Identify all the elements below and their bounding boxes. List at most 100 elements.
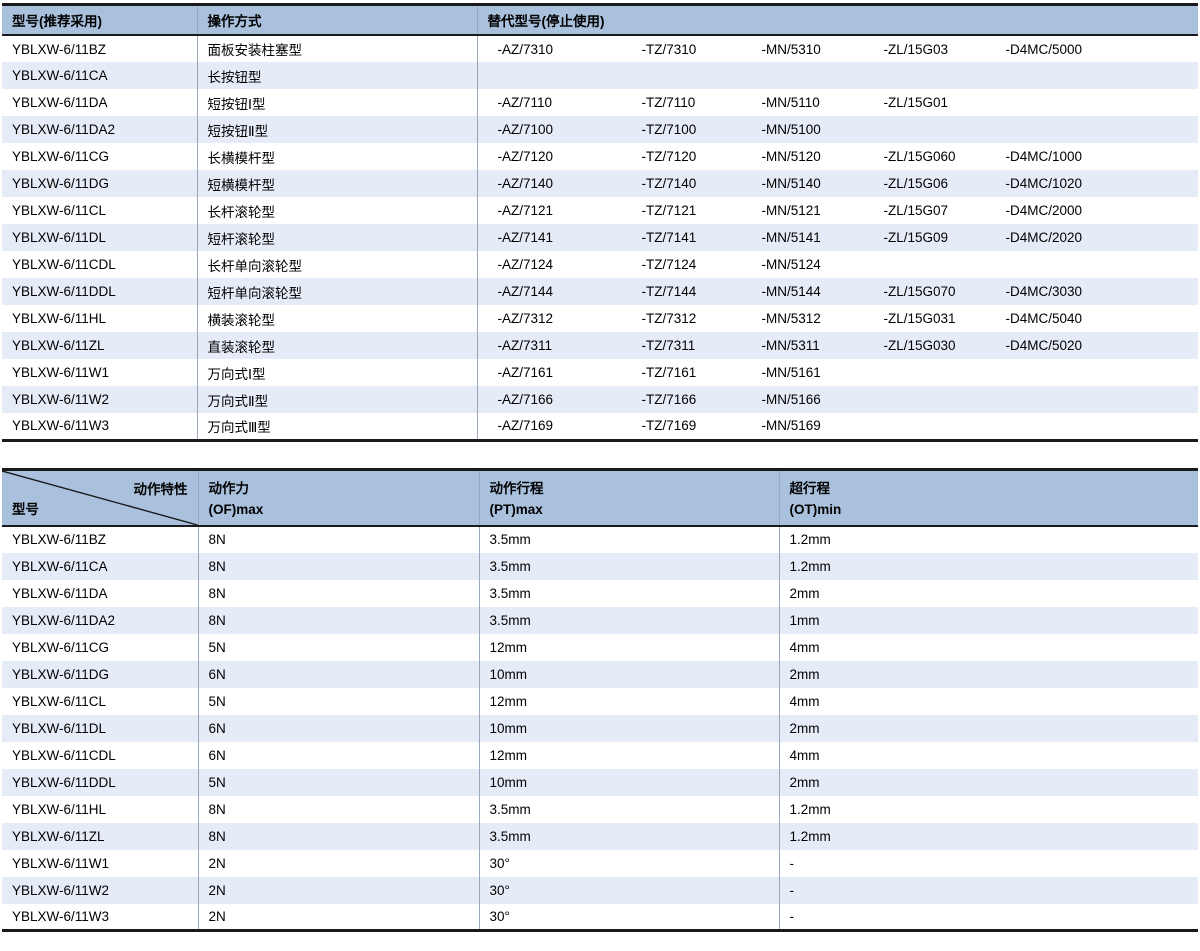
cell-operating-force: 5N <box>198 687 480 715</box>
cell-pretravel: 12mm <box>479 741 780 769</box>
table-row: YBLXW-6/11CA 8N 3.5mm 1.2mm <box>2 552 1198 580</box>
cell-model: YBLXW-6/11DG <box>2 660 199 688</box>
table-row: YBLXW-6/11BZ 8N 3.5mm 1.2mm <box>2 525 1198 553</box>
cell-operation: 直装滚轮型 <box>197 332 478 359</box>
cell-model: YBLXW-6/11CDL <box>2 251 198 278</box>
cell-operation: 短按钮Ⅰ型 <box>197 89 478 116</box>
cell-alternatives: -AZ/7311 -TZ/7311 -MN/5311 -ZL/15G030 -D4MC/… <box>477 332 1198 359</box>
alternative-model: -AZ/7310 <box>497 41 554 57</box>
column-header-operation: 操作方式 <box>197 4 478 36</box>
header-ot-line1: 超行程 <box>789 480 831 496</box>
table-row: YBLXW-6/11CDL 6N 12mm 4mm <box>2 741 1198 769</box>
cell-model: YBLXW-6/11CG <box>2 633 199 661</box>
model-substitution-table: 型号(推荐采用) 操作方式 替代型号(停止使用) YBLXW-6/11BZ 面板安… <box>2 3 1198 442</box>
alternative-list: -AZ/7310 -TZ/7310 -MN/5310 -ZL/15G03 -D4MC/5… <box>488 42 1199 57</box>
cell-operation: 短横模杆型 <box>197 170 478 197</box>
table-separator-gap <box>0 442 1200 468</box>
alternative-list: -AZ/7144 -TZ/7144 -MN/5144 -ZL/15G070 -D4MC/… <box>488 284 1199 299</box>
alternative-model <box>874 122 996 137</box>
alternative-model: -ZL/15G06 <box>883 176 949 191</box>
cell-model: YBLXW-6/11CA <box>2 552 199 580</box>
table-row: YBLXW-6/11DDL 5N 10mm 2mm <box>2 768 1198 796</box>
alternative-model: -D4MC/5000 <box>1005 41 1083 57</box>
alternative-list: -AZ/7166 -TZ/7166 -MN/5166 <box>488 392 1199 407</box>
alternative-list: -AZ/7110 -TZ/7110 -MN/5110 -ZL/15G01 <box>488 95 1199 110</box>
alternative-model <box>996 392 1196 407</box>
cell-pretravel: 3.5mm <box>479 822 780 850</box>
cell-operating-force: 6N <box>198 660 480 688</box>
cell-model: YBLXW-6/11CL <box>2 197 198 224</box>
alternative-list: -AZ/7121 -TZ/7121 -MN/5121 -ZL/15G07 -D4MC/2… <box>488 203 1199 218</box>
table-row: YBLXW-6/11W1 万向式Ⅰ型 -AZ/7161 -TZ/7161 -MN/516… <box>2 359 1198 386</box>
cell-operation: 长按钮型 <box>197 62 478 89</box>
table-row: YBLXW-6/11DA 短按钮Ⅰ型 -AZ/7110 -TZ/7110 -MN/511… <box>2 89 1198 116</box>
alternative-list: -AZ/7141 -TZ/7141 -MN/5141 -ZL/15G09 -D4MC/2… <box>488 230 1199 245</box>
alternative-model: -MN/5120 <box>761 149 821 164</box>
cell-model: YBLXW-6/11CA <box>2 62 198 89</box>
document-page: 型号(推荐采用) 操作方式 替代型号(停止使用) YBLXW-6/11BZ 面板安… <box>0 3 1200 951</box>
cell-model: YBLXW-6/11W1 <box>2 359 198 386</box>
cell-overtravel: - <box>789 908 795 924</box>
cell-operating-force: 2N <box>198 876 480 904</box>
alternative-model: -ZL/15G030 <box>883 338 956 353</box>
alternative-model: -TZ/7100 <box>641 122 697 137</box>
alternative-model: -D4MC/5020 <box>1005 338 1083 353</box>
table2-body: YBLXW-6/11BZ 8N 3.5mm 1.2mm YBLXW-6/11CA 8N 3.… <box>2 525 1198 931</box>
cell-overtravel: 1.2mm <box>789 828 831 844</box>
alternative-model: -MN/5140 <box>761 176 821 191</box>
cell-operating-force: 2N <box>198 903 480 931</box>
cell-pretravel: 10mm <box>479 768 780 796</box>
table1-header-row: 型号(推荐采用) 操作方式 替代型号(停止使用) <box>2 4 1198 36</box>
table-row: YBLXW-6/11W2 万向式Ⅱ型 -AZ/7166 -TZ/7166 -MN/516… <box>2 386 1198 413</box>
cell-model: YBLXW-6/11DA2 <box>2 116 198 143</box>
column-header-pretravel: 动作行程 (PT)max <box>479 469 780 527</box>
cell-model: YBLXW-6/11DDL <box>2 278 198 305</box>
alternative-model: -AZ/7100 <box>497 122 554 137</box>
alternative-model: -ZL/15G031 <box>883 311 956 326</box>
cell-pretravel: 3.5mm <box>479 606 780 634</box>
table-row: YBLXW-6/11CG 5N 12mm 4mm <box>2 633 1198 661</box>
alternative-model: -D4MC/3030 <box>1005 284 1083 299</box>
cell-model: YBLXW-6/11DA2 <box>2 606 199 634</box>
cell-alternatives: -AZ/7166 -TZ/7166 -MN/5166 <box>477 386 1198 413</box>
cell-overtravel: 4mm <box>789 693 820 709</box>
alternative-list: -AZ/7120 -TZ/7120 -MN/5120 -ZL/15G060 -D4MC/… <box>488 149 1199 164</box>
table-row: YBLXW-6/11CL 5N 12mm 4mm <box>2 687 1198 715</box>
alternative-model: -D4MC/2000 <box>1005 203 1083 218</box>
cell-operating-force: 8N <box>198 579 480 607</box>
alternative-model: -MN/5124 <box>761 257 821 272</box>
alternative-model: -AZ/7120 <box>497 149 554 164</box>
cell-pretravel: 3.5mm <box>479 795 780 823</box>
cell-operating-force: 2N <box>198 849 480 877</box>
alternative-model <box>996 95 1196 110</box>
alternative-model: -AZ/7311 <box>497 338 553 353</box>
alternative-model: -TZ/7166 <box>641 392 697 407</box>
table-row: YBLXW-6/11BZ 面板安装柱塞型 -AZ/7310 -TZ/7310 -MN/5… <box>2 35 1198 62</box>
cell-alternatives: -AZ/7310 -TZ/7310 -MN/5310 -ZL/15G03 -D4MC/5… <box>477 35 1198 62</box>
cell-overtravel: 4mm <box>789 747 820 763</box>
alternative-model: -TZ/7140 <box>641 176 697 191</box>
cell-model: YBLXW-6/11BZ <box>2 35 198 62</box>
cell-operation: 面板安装柱塞型 <box>197 35 478 62</box>
alternative-model: -ZL/15G070 <box>883 284 956 299</box>
cell-model: YBLXW-6/11W2 <box>2 876 199 904</box>
cell-overtravel: 2mm <box>789 774 820 790</box>
cell-pretravel: 30° <box>479 876 780 904</box>
cell-pretravel: 3.5mm <box>479 579 780 607</box>
cell-model: YBLXW-6/11W1 <box>2 849 199 877</box>
cell-operation: 长杆滚轮型 <box>197 197 478 224</box>
alternative-model: -AZ/7166 <box>497 392 554 407</box>
table-row: YBLXW-6/11DDL 短杆单向滚轮型 -AZ/7144 -TZ/7144 -MN/… <box>2 278 1198 305</box>
alternative-model <box>874 392 996 407</box>
cell-pretravel: 10mm <box>479 660 780 688</box>
alternative-model: -MN/5100 <box>761 122 821 137</box>
alternative-list: -AZ/7161 -TZ/7161 -MN/5161 <box>488 365 1199 380</box>
alternative-model <box>996 122 1196 137</box>
alternative-list: -AZ/7312 -TZ/7312 -MN/5312 -ZL/15G031 -D4MC/… <box>488 311 1199 326</box>
cell-model: YBLXW-6/11CL <box>2 687 199 715</box>
cell-model: YBLXW-6/11HL <box>2 795 199 823</box>
alternative-model: -MN/5110 <box>761 95 820 110</box>
alternative-model <box>996 257 1196 272</box>
cell-operating-force: 5N <box>198 768 480 796</box>
alternative-list: -AZ/7124 -TZ/7124 -MN/5124 <box>488 257 1199 272</box>
